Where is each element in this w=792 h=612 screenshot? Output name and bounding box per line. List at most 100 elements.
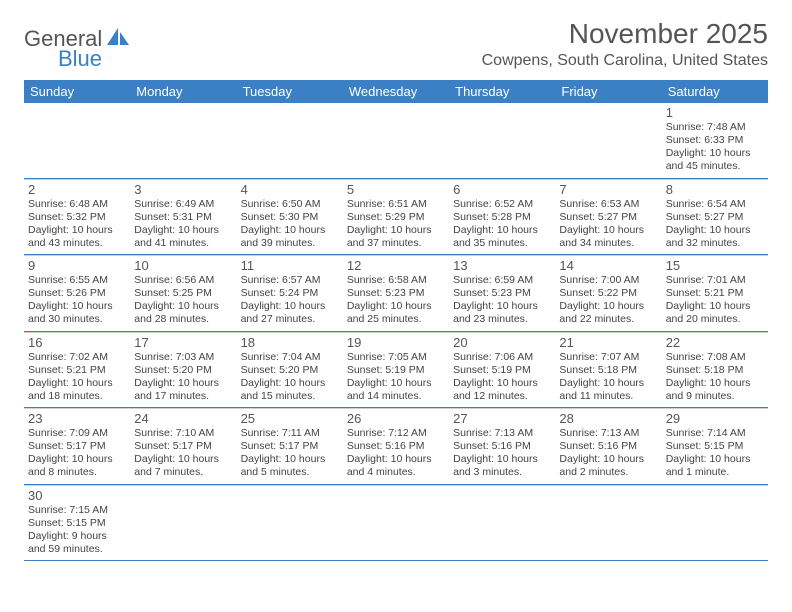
day-info-line: Daylight: 10 hours [241, 300, 339, 313]
day-number: 3 [134, 182, 232, 197]
day-info-line: Daylight: 10 hours [134, 453, 232, 466]
day-info-line: Daylight: 10 hours [134, 377, 232, 390]
day-number: 12 [347, 258, 445, 273]
day-info-line: Daylight: 10 hours [666, 377, 764, 390]
day-info-line: Sunrise: 7:03 AM [134, 351, 232, 364]
calendar-day: 18Sunrise: 7:04 AMSunset: 5:20 PMDayligh… [237, 332, 343, 408]
day-info-line: Sunset: 5:23 PM [453, 287, 551, 300]
calendar-day: 27Sunrise: 7:13 AMSunset: 5:16 PMDayligh… [449, 408, 555, 484]
day-info-line: Daylight: 10 hours [559, 453, 657, 466]
day-info-line: Daylight: 10 hours [666, 300, 764, 313]
day-header-cell: Wednesday [343, 80, 449, 103]
calendar-empty-cell [449, 485, 555, 561]
calendar-day: 16Sunrise: 7:02 AMSunset: 5:21 PMDayligh… [24, 332, 130, 408]
calendar-day: 9Sunrise: 6:55 AMSunset: 5:26 PMDaylight… [24, 255, 130, 331]
day-info-line: Daylight: 10 hours [347, 453, 445, 466]
day-number: 30 [28, 488, 126, 503]
day-info-line: Daylight: 10 hours [28, 453, 126, 466]
day-info-line: Sunrise: 7:00 AM [559, 274, 657, 287]
day-header-cell: Monday [130, 80, 236, 103]
calendar-day: 8Sunrise: 6:54 AMSunset: 5:27 PMDaylight… [662, 179, 768, 255]
day-info-line: Sunrise: 7:06 AM [453, 351, 551, 364]
calendar-empty-cell [237, 485, 343, 561]
day-number: 18 [241, 335, 339, 350]
day-info-line: and 20 minutes. [666, 313, 764, 326]
day-info-line: and 18 minutes. [28, 390, 126, 403]
day-info-line: Sunset: 5:28 PM [453, 211, 551, 224]
day-info-line: and 9 minutes. [666, 390, 764, 403]
day-info-line: Daylight: 10 hours [347, 300, 445, 313]
day-info-line: and 14 minutes. [347, 390, 445, 403]
calendar-day: 2Sunrise: 6:48 AMSunset: 5:32 PMDaylight… [24, 179, 130, 255]
day-number: 1 [666, 105, 764, 120]
day-info-line: and 23 minutes. [453, 313, 551, 326]
day-number: 10 [134, 258, 232, 273]
calendar-day: 12Sunrise: 6:58 AMSunset: 5:23 PMDayligh… [343, 255, 449, 331]
calendar-empty-cell [130, 485, 236, 561]
day-info-line: Sunset: 5:15 PM [666, 440, 764, 453]
calendar-page: General Blue November 2025 Cowpens, Sout… [0, 0, 792, 579]
day-number: 22 [666, 335, 764, 350]
day-info-line: Sunrise: 7:05 AM [347, 351, 445, 364]
day-info-line: Sunrise: 7:09 AM [28, 427, 126, 440]
day-number: 17 [134, 335, 232, 350]
day-info-line: Daylight: 10 hours [666, 224, 764, 237]
location-text: Cowpens, South Carolina, United States [482, 52, 768, 70]
day-number: 9 [28, 258, 126, 273]
day-info-line: Sunset: 5:24 PM [241, 287, 339, 300]
day-info-line: and 59 minutes. [28, 543, 126, 556]
calendar-empty-cell [343, 485, 449, 561]
day-number: 14 [559, 258, 657, 273]
day-info-line: Daylight: 10 hours [559, 300, 657, 313]
title-block: November 2025 Cowpens, South Carolina, U… [482, 18, 768, 70]
day-info-line: and 22 minutes. [559, 313, 657, 326]
day-info-line: and 11 minutes. [559, 390, 657, 403]
day-number: 13 [453, 258, 551, 273]
day-info-line: Sunrise: 7:04 AM [241, 351, 339, 364]
day-info-line: Sunrise: 7:08 AM [666, 351, 764, 364]
calendar-week: 2Sunrise: 6:48 AMSunset: 5:32 PMDaylight… [24, 179, 768, 256]
day-info-line: Sunset: 5:21 PM [666, 287, 764, 300]
day-number: 26 [347, 411, 445, 426]
calendar-day: 4Sunrise: 6:50 AMSunset: 5:30 PMDaylight… [237, 179, 343, 255]
calendar-day: 6Sunrise: 6:52 AMSunset: 5:28 PMDaylight… [449, 179, 555, 255]
calendar-day: 29Sunrise: 7:14 AMSunset: 5:15 PMDayligh… [662, 408, 768, 484]
calendar-empty-cell [130, 103, 236, 178]
day-info-line: and 41 minutes. [134, 237, 232, 250]
day-info-line: Daylight: 10 hours [134, 224, 232, 237]
day-info-line: and 35 minutes. [453, 237, 551, 250]
calendar-day: 24Sunrise: 7:10 AMSunset: 5:17 PMDayligh… [130, 408, 236, 484]
calendar-day: 22Sunrise: 7:08 AMSunset: 5:18 PMDayligh… [662, 332, 768, 408]
day-info-line: Sunset: 5:17 PM [134, 440, 232, 453]
day-info-line: Sunrise: 6:55 AM [28, 274, 126, 287]
day-number: 11 [241, 258, 339, 273]
calendar-day: 10Sunrise: 6:56 AMSunset: 5:25 PMDayligh… [130, 255, 236, 331]
day-info-line: Daylight: 9 hours [28, 530, 126, 543]
day-info-line: Sunset: 5:18 PM [666, 364, 764, 377]
day-number: 4 [241, 182, 339, 197]
calendar-day: 20Sunrise: 7:06 AMSunset: 5:19 PMDayligh… [449, 332, 555, 408]
day-number: 25 [241, 411, 339, 426]
calendar-week: 1Sunrise: 7:48 AMSunset: 6:33 PMDaylight… [24, 103, 768, 179]
day-info-line: and 34 minutes. [559, 237, 657, 250]
day-info-line: Sunset: 5:29 PM [347, 211, 445, 224]
calendar-empty-cell [555, 485, 661, 561]
day-info-line: Daylight: 10 hours [241, 224, 339, 237]
day-info-line: Sunrise: 7:11 AM [241, 427, 339, 440]
day-info-line: Daylight: 10 hours [241, 453, 339, 466]
day-info-line: Sunset: 5:16 PM [453, 440, 551, 453]
day-info-line: Sunrise: 6:59 AM [453, 274, 551, 287]
day-info-line: Sunset: 6:33 PM [666, 134, 764, 147]
calendar-day: 30Sunrise: 7:15 AMSunset: 5:15 PMDayligh… [24, 485, 130, 561]
day-info-line: Sunset: 5:25 PM [134, 287, 232, 300]
day-number: 27 [453, 411, 551, 426]
day-info-line: Sunset: 5:16 PM [347, 440, 445, 453]
day-number: 5 [347, 182, 445, 197]
day-number: 15 [666, 258, 764, 273]
day-info-line: and 25 minutes. [347, 313, 445, 326]
day-info-line: and 37 minutes. [347, 237, 445, 250]
day-info-line: Sunset: 5:16 PM [559, 440, 657, 453]
calendar-day: 26Sunrise: 7:12 AMSunset: 5:16 PMDayligh… [343, 408, 449, 484]
calendar-day: 3Sunrise: 6:49 AMSunset: 5:31 PMDaylight… [130, 179, 236, 255]
day-info-line: Sunrise: 7:02 AM [28, 351, 126, 364]
